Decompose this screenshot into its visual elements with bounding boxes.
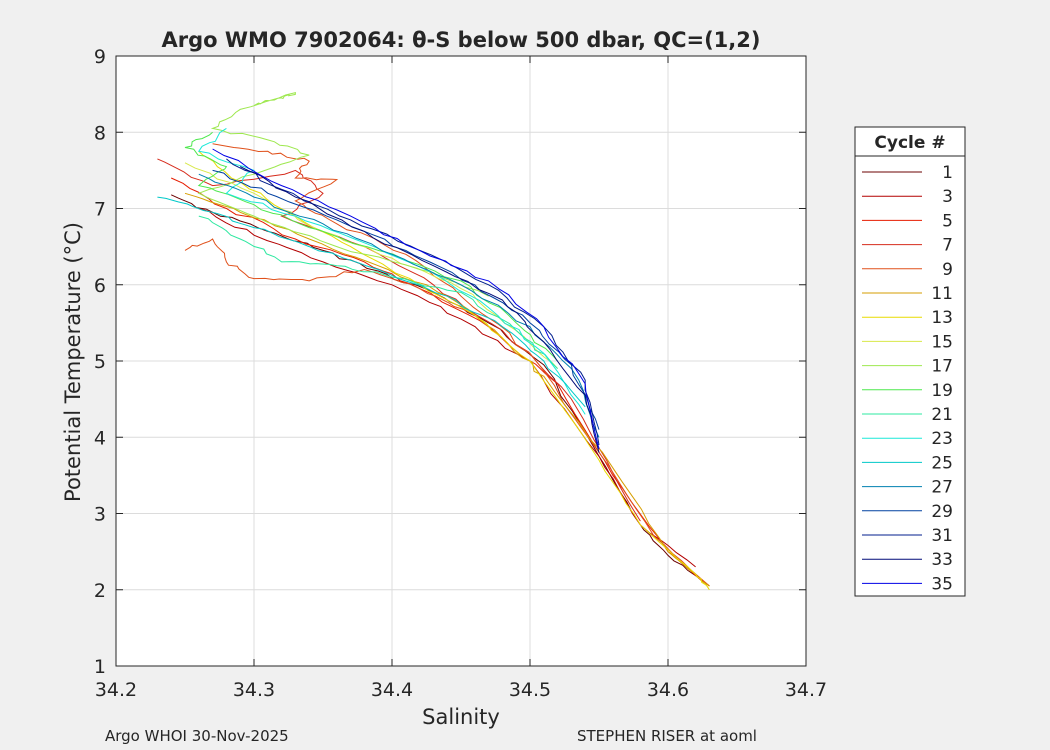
- axis-ticks: 34.2 34.3 34.4 34.5 34.6 34.7 1 2 3 4 5 6 7 8 9: [94, 46, 827, 701]
- series-line: [184, 131, 558, 362]
- y-tick-label: 1: [94, 656, 106, 678]
- series-line: [198, 215, 558, 369]
- x-tick-label: 34.2: [95, 679, 137, 701]
- y-tick-label: 8: [94, 122, 106, 144]
- series-line: [184, 192, 710, 587]
- series-line: [212, 169, 600, 430]
- legend-label: 19: [931, 381, 953, 401]
- series-line: [198, 208, 696, 568]
- series-line: [212, 148, 600, 449]
- legend-label: 27: [931, 478, 953, 498]
- legend-label: 33: [931, 550, 953, 570]
- series-line: [198, 150, 710, 591]
- series-line: [184, 238, 476, 316]
- series-lines: [157, 91, 710, 591]
- y-tick-label: 3: [94, 504, 106, 526]
- legend-label: 11: [931, 284, 953, 304]
- series-line: [198, 173, 600, 438]
- series-line: [197, 91, 489, 297]
- legend-label: 13: [931, 308, 953, 328]
- y-tick-label: 2: [94, 580, 106, 602]
- chart-title: Argo WMO 7902064: θ-S below 500 dbar, QC…: [162, 28, 761, 52]
- legend-label: 1: [942, 163, 953, 183]
- footer-left: Argo WHOI 30-Nov-2025: [105, 727, 289, 745]
- x-tick-label: 34.6: [647, 679, 689, 701]
- legend-label: 21: [931, 405, 953, 425]
- legend-label: 5: [942, 211, 953, 231]
- y-tick-label: 4: [94, 427, 106, 449]
- legend-label: 15: [931, 332, 953, 352]
- legend-label: 3: [942, 187, 953, 207]
- legend-title: Cycle #: [874, 133, 945, 153]
- x-tick-label: 34.4: [371, 679, 413, 701]
- legend-label: 35: [931, 574, 953, 594]
- y-axis-label: Potential Temperature (°C): [61, 222, 85, 502]
- y-tick-label: 6: [94, 275, 106, 297]
- legend-label: 9: [942, 260, 953, 280]
- legend-box: [854, 126, 966, 597]
- x-tick-label: 34.5: [509, 679, 551, 701]
- footer-right: STEPHEN RISER at aoml: [577, 727, 757, 745]
- legend-label: 29: [931, 502, 953, 522]
- series-line: [157, 196, 586, 408]
- legend-label: 7: [942, 236, 953, 256]
- y-tick-label: 5: [94, 351, 106, 373]
- legend-label: 31: [931, 526, 953, 546]
- legend-label: 17: [931, 357, 953, 377]
- y-tick-label: 7: [94, 199, 106, 221]
- legend-label: 25: [931, 453, 953, 473]
- x-axis-label: Salinity: [422, 705, 500, 729]
- x-tick-label: 34.7: [785, 679, 827, 701]
- x-tick-label: 34.3: [233, 679, 275, 701]
- series-line: [239, 166, 600, 453]
- y-tick-label: 9: [94, 46, 106, 68]
- legend-label: 23: [931, 429, 953, 449]
- series-line: [197, 127, 586, 415]
